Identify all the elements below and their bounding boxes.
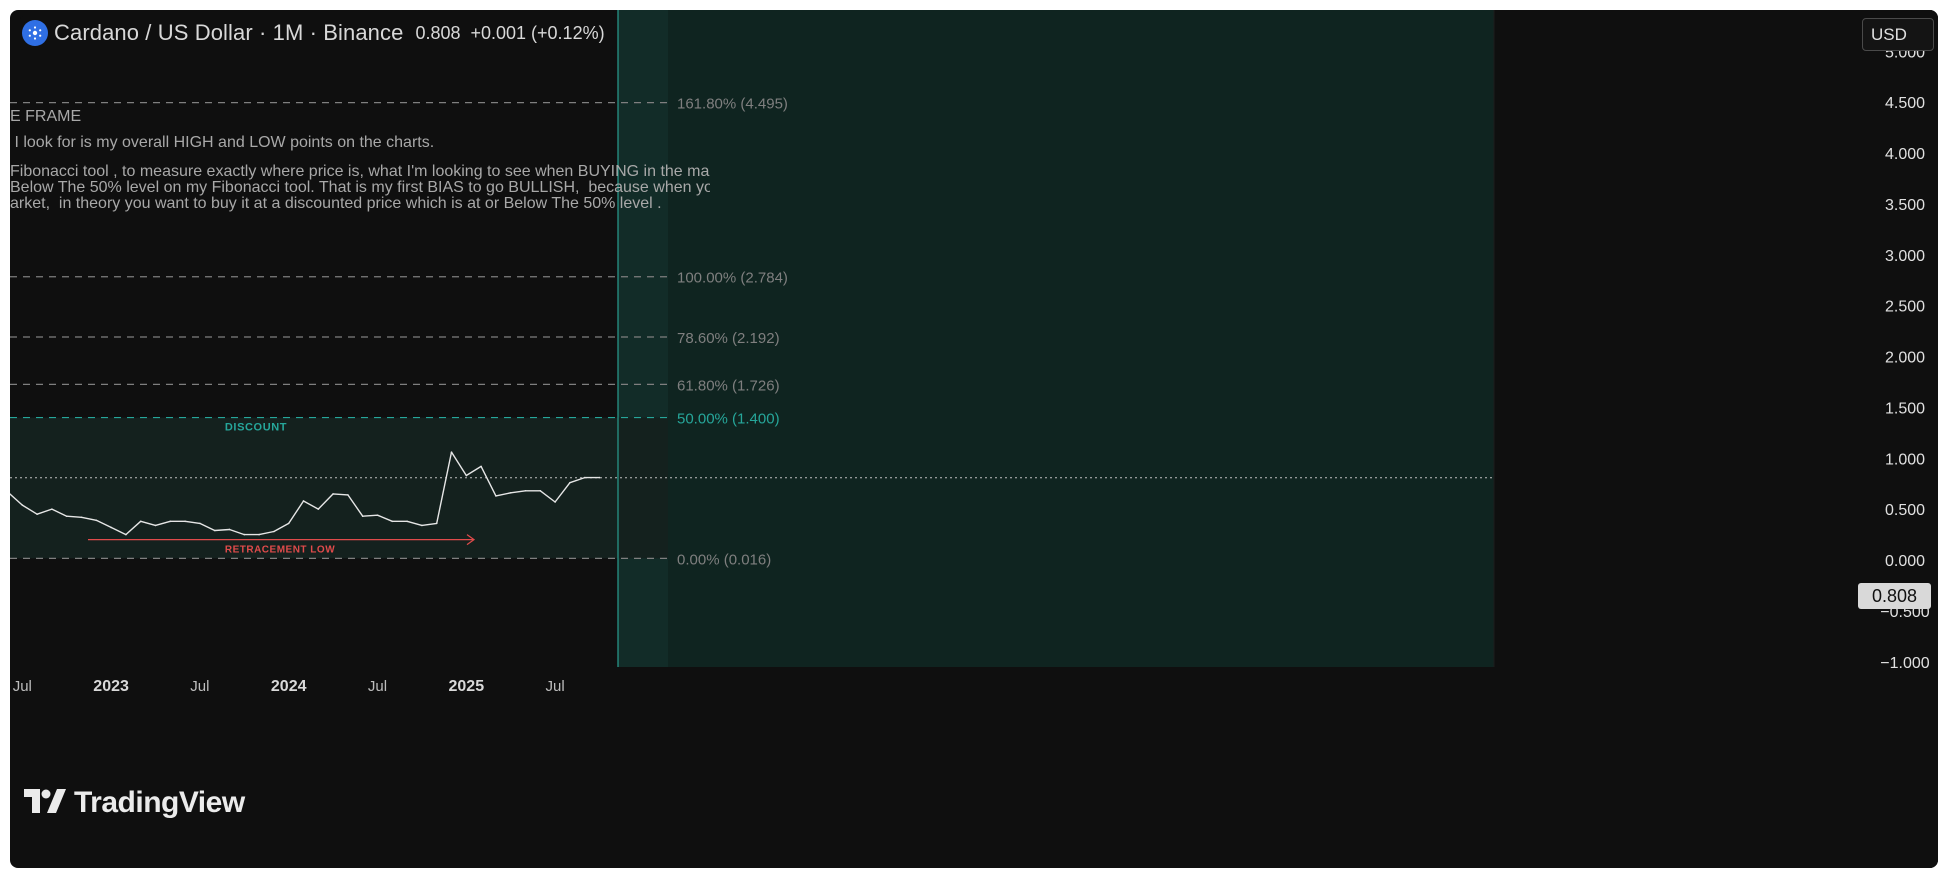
y-tick-label: 3.500 [1885, 197, 1925, 214]
price-data-point [213, 529, 216, 532]
fib-level-label: 61.80% (1.726) [677, 377, 780, 394]
last-price: 0.808 [415, 22, 461, 43]
annotation-line: I look for is my overall HIGH and LOW po… [10, 134, 435, 151]
price-data-point [361, 515, 364, 518]
price-data-point [169, 520, 172, 523]
y-tick-label: 0.000 [1885, 553, 1925, 570]
chart-canvas[interactable]: 161.80% (4.495) 100.00% (2.784) 78.60% (2.… [10, 10, 1938, 868]
y-tick-label: 4.500 [1885, 95, 1925, 112]
price-data-point [317, 508, 320, 510]
price-data-point [243, 533, 246, 536]
price-data-point [36, 513, 38, 516]
tradingview-wordmark: TradingView [74, 786, 245, 819]
symbol-header[interactable]: Cardano / US Dollar · 1M · Binance 0.808… [20, 16, 613, 50]
price-data-point [524, 490, 527, 492]
price-data-point [495, 495, 497, 497]
fib-level-label: 78.60% (2.192) [677, 330, 780, 347]
price-data-point [51, 508, 53, 510]
discount-zone [10, 417, 668, 559]
price-data-point [154, 524, 157, 527]
price-data-point [258, 533, 260, 536]
fib-level-label: 0.00% (0.016) [677, 551, 771, 568]
price-data-point [184, 520, 186, 523]
discount-label: DISCOUNT [225, 422, 287, 434]
price-data-point [302, 500, 305, 502]
price-data-point [95, 519, 98, 522]
tradingview-watermark[interactable]: TradingView [24, 786, 245, 820]
annotation-text-block[interactable]: E FRAME I look for is my overall HIGH an… [10, 108, 710, 218]
x-tick-label: Jul [546, 678, 565, 695]
x-tick-label: 2023 [93, 678, 129, 695]
current-price-tag: 0.808 [1858, 583, 1931, 609]
y-tick-label: 2.000 [1885, 350, 1925, 367]
y-tick-label: 0.500 [1885, 502, 1925, 519]
price-data-point [391, 520, 394, 523]
price-data-point [287, 522, 290, 525]
symbol-title: Cardano / US Dollar · 1M · Binance [54, 20, 404, 45]
projection-zone [618, 10, 1494, 667]
annotation-line: E FRAME [10, 108, 82, 125]
y-tick-label: 1.500 [1885, 400, 1925, 417]
y-tick-label: −1.000 [1880, 655, 1929, 672]
x-tick-label: Jul [190, 678, 209, 695]
tradingview-logo-icon [24, 788, 66, 818]
price-data-point [80, 516, 83, 519]
price-data-point [228, 528, 231, 531]
price-data-point [435, 522, 438, 525]
fib-level-label: 161.80% (4.495) [677, 96, 788, 113]
price-data-point [332, 493, 334, 495]
x-tick-label: 2025 [449, 678, 485, 695]
x-tick-label: Jul [368, 678, 387, 695]
price-data-point [554, 501, 556, 503]
x-tick-label: Jul [13, 678, 32, 695]
price-data-point [539, 490, 542, 492]
price-data-point [199, 522, 201, 525]
price-data-point [569, 481, 571, 484]
annotation-line: arket, in theory you want to buy it at a… [10, 195, 662, 212]
price-data-point [139, 520, 142, 523]
price-axis-panel [1494, 10, 1938, 868]
price-data-point [347, 494, 349, 496]
x-tick-label: 2024 [271, 678, 307, 695]
fib-level-label: 50.00% (1.400) [677, 411, 780, 428]
price-data-point [480, 465, 482, 468]
cardano-logo-icon [22, 20, 48, 46]
y-tick-label: 3.000 [1885, 248, 1925, 265]
price-data-point [406, 520, 408, 523]
price-data-point [509, 492, 512, 494]
currency-button[interactable]: USD [1862, 18, 1934, 51]
price-data-point [110, 526, 112, 529]
price-data-point [376, 514, 379, 517]
price-data-point [450, 451, 453, 453]
price-data-point [465, 474, 468, 477]
y-tick-label: 1.000 [1885, 451, 1925, 468]
y-tick-label: 2.500 [1885, 299, 1925, 316]
price-data-point [273, 530, 275, 533]
price-data-point [583, 476, 586, 479]
price-data-point [598, 476, 601, 479]
annotation-line: Below The 50% level on my Fibonacci tool… [10, 179, 710, 196]
price-data-point [125, 533, 127, 536]
annotation-line: Fibonacci tool , to measure exactly wher… [10, 163, 710, 180]
retracement-label: RETRACEMENT LOW [225, 545, 335, 556]
price-change: +0.001 (+0.12%) [470, 22, 605, 43]
price-data-point [421, 524, 423, 527]
price-data-point [21, 504, 24, 506]
chart-frame: 161.80% (4.495) 100.00% (2.784) 78.60% (2.… [10, 10, 1938, 868]
y-tick-label: 4.000 [1885, 146, 1925, 163]
price-data-point [65, 515, 68, 518]
fib-level-label: 100.00% (2.784) [677, 270, 788, 287]
retracement-arrow-head [466, 534, 476, 546]
